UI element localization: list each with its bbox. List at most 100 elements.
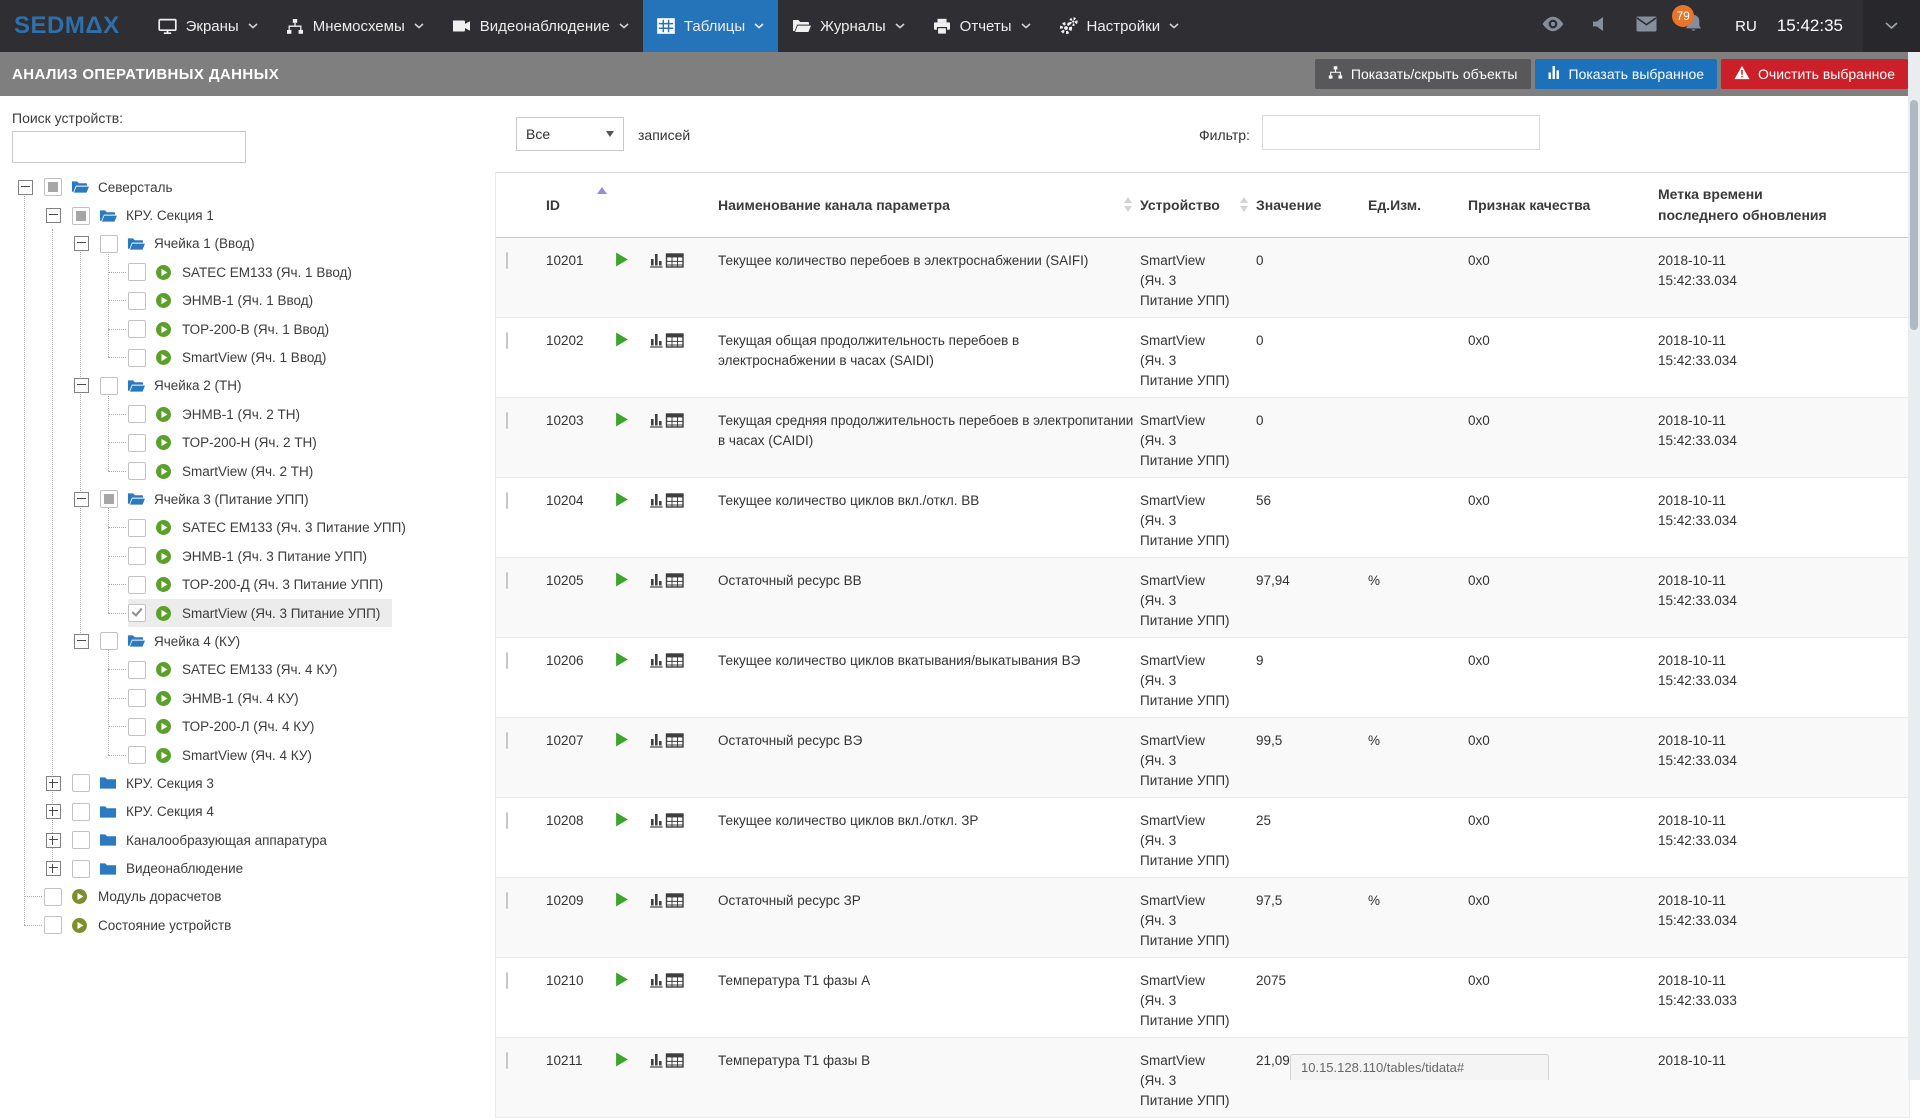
tree-item[interactable]: SATEC EM133 (Яч. 4 КУ) [0,656,482,684]
row-checkbox[interactable] [506,1052,508,1069]
tree-checkbox[interactable] [128,717,146,736]
collapse-toggle[interactable] [46,208,61,224]
tree-node[interactable]: SATEC EM133 (Яч. 1 Ввод) [128,258,364,286]
scrollbar-thumb[interactable] [1910,100,1918,330]
play-button[interactable] [615,812,647,827]
nav-item-reports[interactable]: Отчеты [919,0,1045,52]
row-checkbox[interactable] [506,972,508,989]
tree-node[interactable]: ЭНМВ-1 (Яч. 3 Питание УПП) [128,542,379,570]
notifications-button[interactable]: 79 [1670,0,1717,52]
collapse-toggle[interactable] [74,491,89,507]
tree-node[interactable]: SATEC EM133 (Яч. 3 Питание УПП) [128,514,418,542]
tree-checkbox[interactable] [128,547,146,566]
tree-item[interactable]: Состояние устройств [0,911,482,939]
chart-table-button[interactable] [649,572,709,589]
row-checkbox[interactable] [506,812,508,829]
nav-item-settings[interactable]: Настройки [1045,0,1194,52]
tree-checkbox[interactable] [72,831,90,850]
tree-node[interactable]: ТОР-200-Н (Яч. 2 ТН) [128,429,329,457]
chart-table-button[interactable] [649,1052,709,1069]
tree-checkbox[interactable] [128,518,146,537]
collapse-toggle[interactable] [74,378,89,394]
tree-node[interactable]: SmartView (Яч. 4 КУ) [128,741,324,769]
messages-button[interactable] [1623,0,1670,52]
tree-item[interactable]: SmartView (Яч. 2 ТН) [0,457,482,485]
play-button[interactable] [615,412,647,427]
device-search-input[interactable] [12,131,246,163]
row-checkbox[interactable] [506,332,508,349]
play-button[interactable] [615,332,647,347]
tree-item[interactable]: КРУ. Секция 3 [0,769,482,797]
tree-node[interactable]: КРУ. Секция 3 [72,769,226,797]
tree-checkbox[interactable] [72,859,90,878]
tree-item[interactable]: ЭНМВ-1 (Яч. 1 Ввод) [0,287,482,315]
tree-node[interactable]: Ячейка 3 (Питание УПП) [100,485,321,513]
tree-node[interactable]: ТОР-200-Д (Яч. 3 Питание УПП) [128,570,395,598]
tree-checkbox[interactable] [100,376,118,395]
chart-table-button[interactable] [649,252,709,269]
chart-table-button[interactable] [649,892,709,909]
play-button[interactable] [615,492,647,507]
tree-checkbox[interactable] [128,263,146,282]
tree-node[interactable]: SmartView (Яч. 3 Питание УПП) [128,598,393,628]
tree-item[interactable]: Модуль дорасчетов [0,883,482,911]
tree-checkbox[interactable] [128,604,146,623]
tree-item[interactable]: ТОР-200-Н (Яч. 2 ТН) [0,429,482,457]
tree-checkbox[interactable] [128,575,146,594]
expand-toggle[interactable] [46,832,61,848]
tree-item[interactable]: SmartView (Яч. 4 КУ) [0,741,482,769]
column-header-timestamp[interactable]: Метка времени последнего обновления [1646,173,1909,238]
tree-checkbox[interactable] [44,887,62,906]
show-hide-objects-button[interactable]: Показать/скрыть объекты [1314,59,1531,89]
tree-checkbox[interactable] [128,689,146,708]
row-checkbox[interactable] [506,652,508,669]
user-menu-button[interactable] [1863,0,1920,52]
tree-checkbox[interactable] [128,746,146,764]
row-checkbox[interactable] [506,412,508,429]
tree-node[interactable]: SmartView (Яч. 2 ТН) [128,457,325,485]
filter-input[interactable] [1262,115,1540,150]
tree-checkbox[interactable] [100,632,118,651]
tree-checkbox[interactable] [44,178,62,197]
expand-toggle[interactable] [46,804,61,820]
column-header-id[interactable]: ID [542,173,614,238]
play-button[interactable] [615,732,647,747]
tree-node[interactable]: ТОР-200-Л (Яч. 4 КУ) [128,712,326,740]
tree-node[interactable]: Модуль дорасчетов [44,883,233,911]
play-button[interactable] [615,892,647,907]
expand-toggle[interactable] [46,861,61,877]
tree-checkbox[interactable] [100,234,118,253]
tree-item[interactable]: ЭНМВ-1 (Яч. 3 Питание УПП) [0,542,482,570]
tree-item[interactable]: ТОР-200-Д (Яч. 3 Питание УПП) [0,570,482,598]
row-checkbox[interactable] [506,572,508,589]
row-checkbox[interactable] [506,492,508,509]
play-button[interactable] [615,652,647,667]
collapse-toggle[interactable] [18,179,33,195]
tree-checkbox[interactable] [72,206,90,225]
tree-checkbox[interactable] [128,405,146,424]
tree-item[interactable]: КРУ. Секция 1 [0,201,482,229]
tree-checkbox[interactable] [72,802,90,821]
tree-item[interactable]: SATEC EM133 (Яч. 3 Питание УПП) [0,514,482,542]
play-button[interactable] [615,572,647,587]
tree-item[interactable]: ЭНМВ-1 (Яч. 4 КУ) [0,684,482,712]
tree-item[interactable]: ТОР-200-В (Яч. 1 Ввод) [0,315,482,343]
tree-item[interactable]: SmartView (Яч. 3 Питание УПП) [0,598,482,628]
chart-table-button[interactable] [649,972,709,989]
tree-node[interactable]: Ячейка 4 (КУ) [100,627,252,655]
watch-mode-button[interactable] [1529,0,1576,52]
tree-node[interactable]: Ячейка 1 (Ввод) [100,230,267,258]
tree-item[interactable]: КРУ. Секция 4 [0,798,482,826]
nav-item-screens[interactable]: Экраны [144,0,272,52]
tree-node[interactable]: Каналообразующая аппаратура [72,826,339,854]
chart-table-button[interactable] [649,332,709,349]
chart-table-button[interactable] [649,412,709,429]
tree-node[interactable]: Ячейка 2 (ТН) [100,372,254,400]
expand-toggle[interactable] [46,775,61,791]
tree-item[interactable]: SATEC EM133 (Яч. 1 Ввод) [0,258,482,286]
column-header-unit[interactable]: Ед.Изм. [1364,173,1456,238]
nav-item-tables[interactable]: Таблицы [642,0,779,52]
nav-item-mimics[interactable]: Мнемосхемы [272,0,438,52]
tree-node[interactable]: ЭНМВ-1 (Яч. 2 ТН) [128,400,312,428]
tree-checkbox[interactable] [100,490,118,509]
